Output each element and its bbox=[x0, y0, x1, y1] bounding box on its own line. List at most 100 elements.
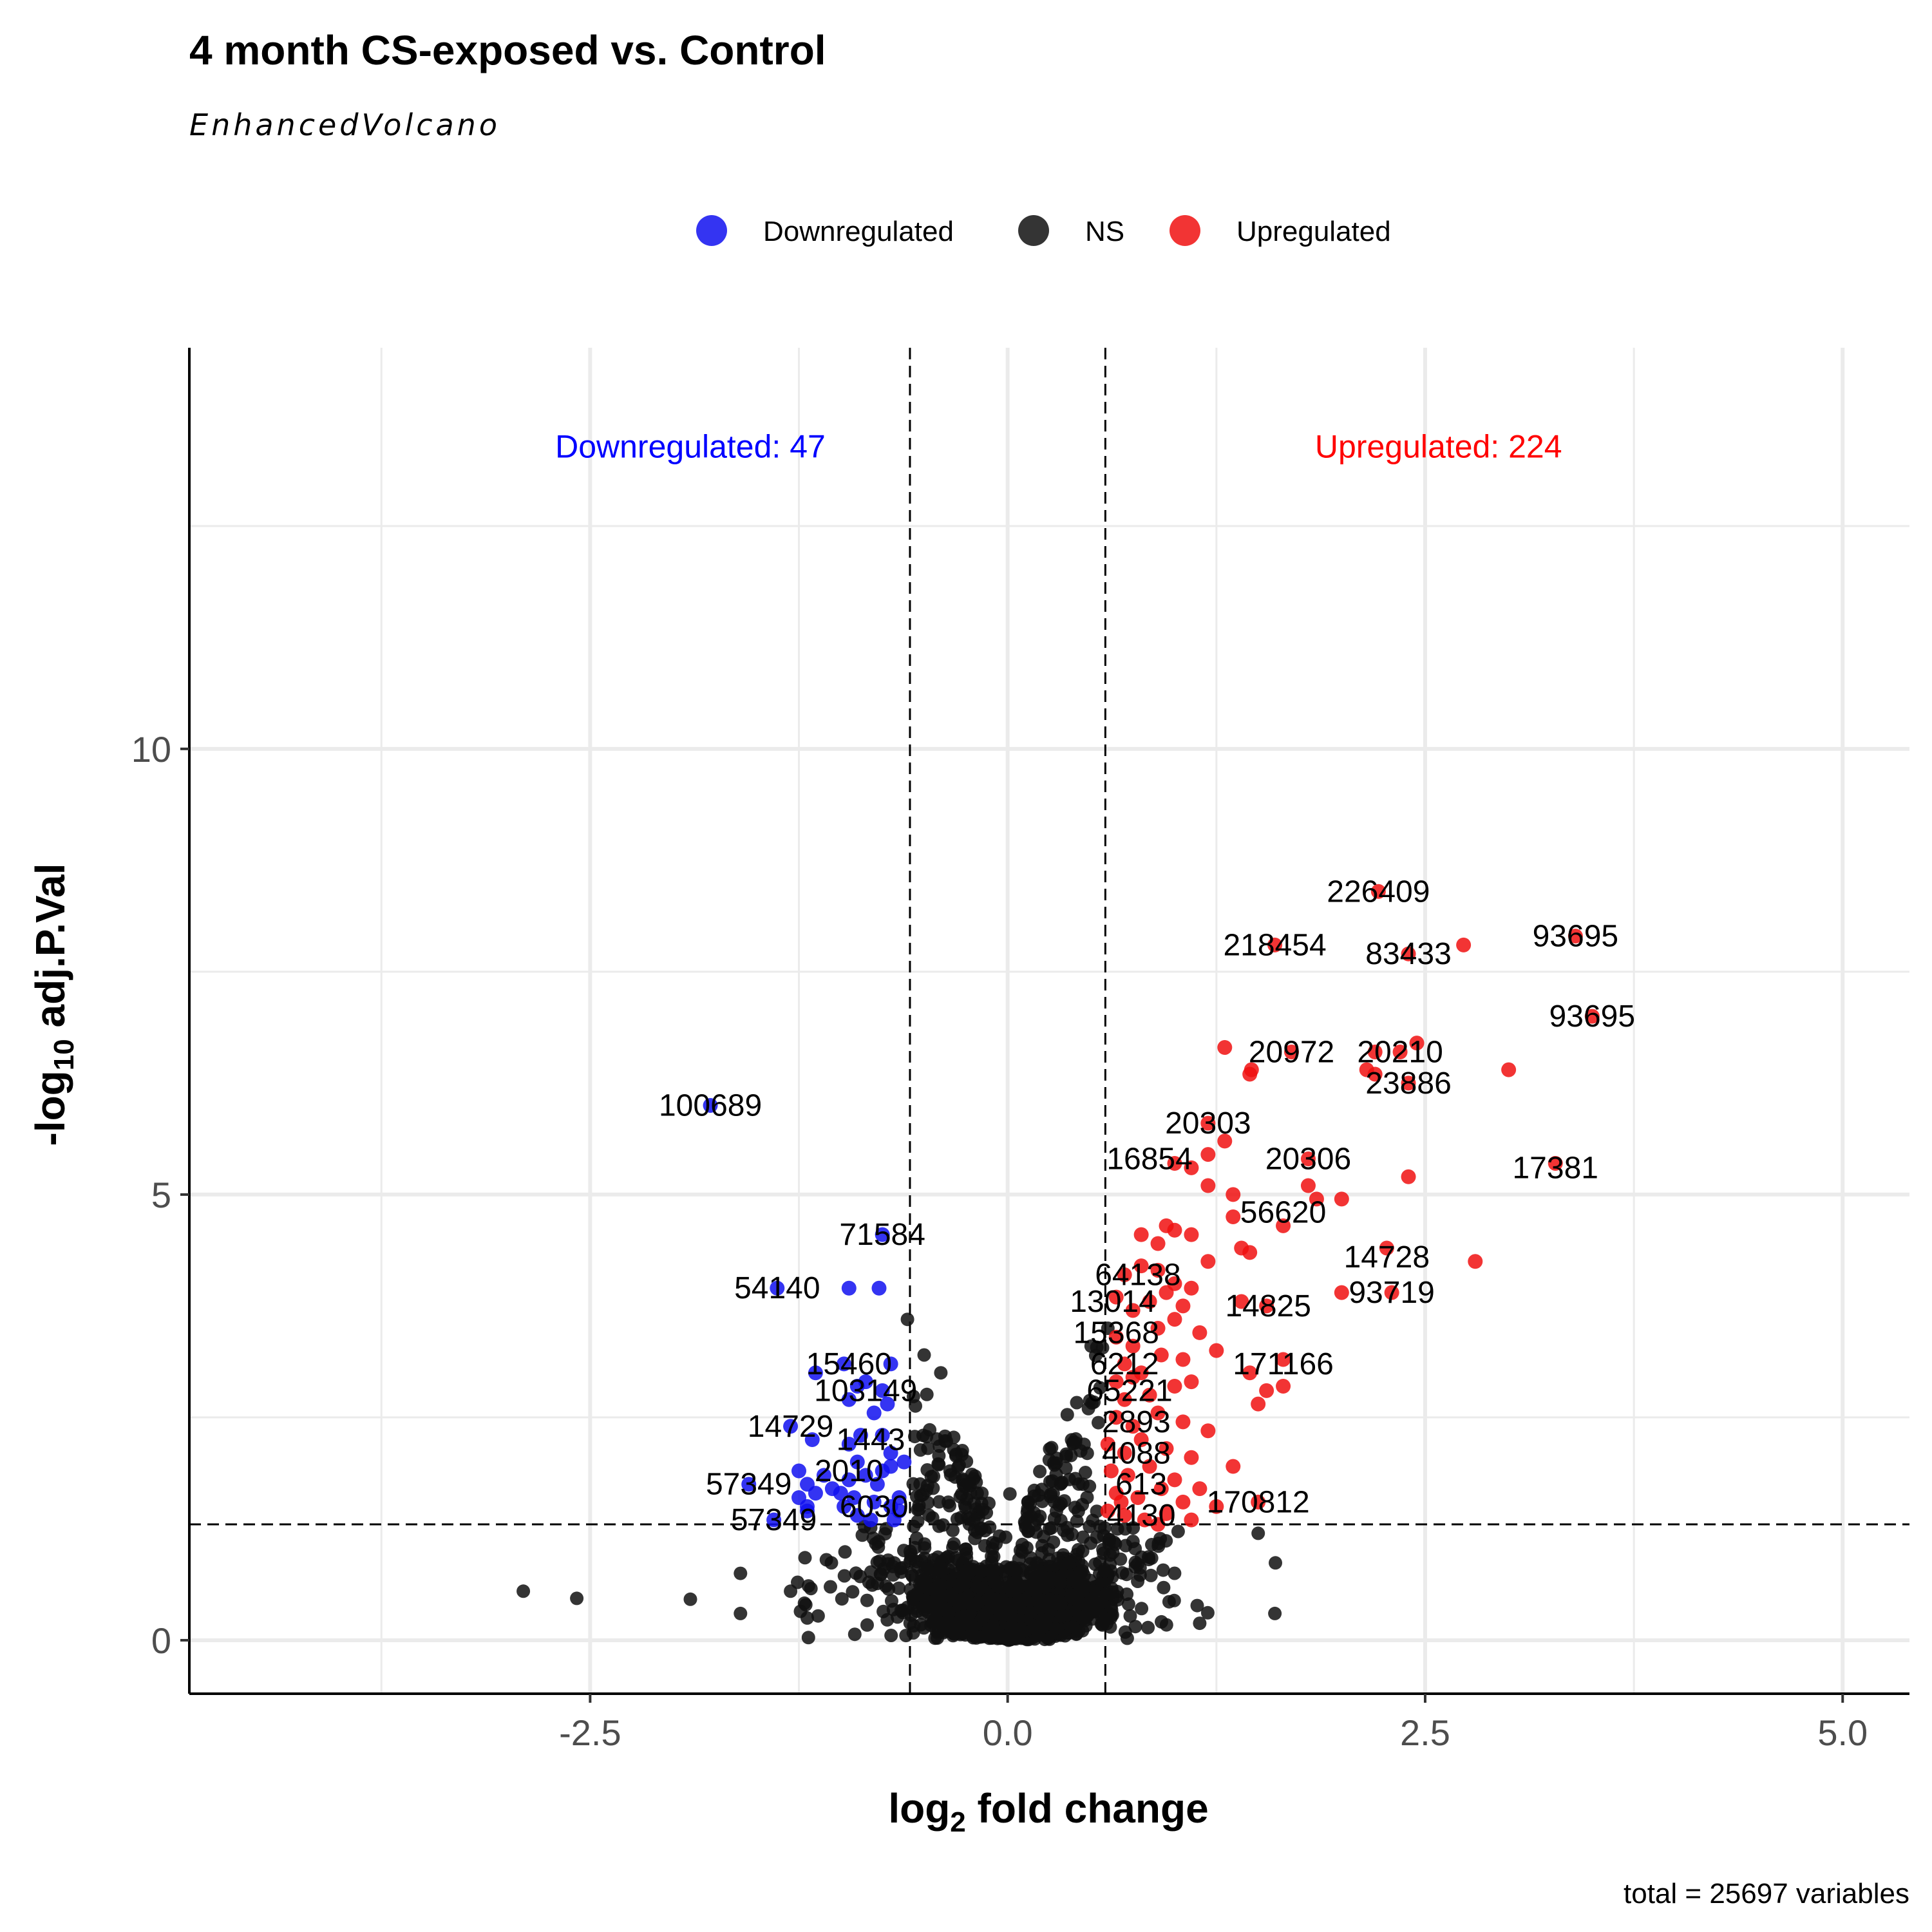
ns-point bbox=[881, 1553, 895, 1567]
down-point bbox=[783, 1419, 799, 1434]
down-point bbox=[853, 1428, 868, 1443]
ns-point bbox=[1104, 1611, 1118, 1625]
ns-point bbox=[1007, 1586, 1021, 1599]
ns-point bbox=[683, 1592, 697, 1606]
point-label: 20306 bbox=[1265, 1142, 1351, 1177]
down-point bbox=[741, 1477, 757, 1492]
ns-point bbox=[865, 1578, 879, 1592]
ns-point bbox=[1268, 1606, 1282, 1620]
up-point bbox=[1133, 1432, 1149, 1448]
up-point bbox=[1100, 1436, 1115, 1452]
down-point bbox=[869, 1477, 885, 1492]
up-point bbox=[1242, 1365, 1258, 1381]
point-label: 64138 bbox=[1095, 1258, 1180, 1292]
ns-point bbox=[1086, 1513, 1100, 1528]
down-point bbox=[886, 1512, 902, 1528]
up-point bbox=[1130, 1490, 1146, 1505]
ns-point bbox=[917, 1348, 931, 1362]
ns-point bbox=[864, 1565, 878, 1579]
ns-point bbox=[1019, 1520, 1033, 1535]
up-point bbox=[1379, 1240, 1394, 1256]
ns-point bbox=[1048, 1622, 1063, 1636]
point-label: 103149 bbox=[814, 1374, 917, 1408]
ns-point bbox=[1003, 1620, 1018, 1634]
up-point bbox=[1167, 1378, 1182, 1394]
ns-point bbox=[1042, 1453, 1056, 1467]
ns-point bbox=[1269, 1556, 1282, 1570]
up-point bbox=[1133, 1258, 1149, 1274]
ns-point bbox=[1251, 1526, 1265, 1540]
ns-point bbox=[1024, 1509, 1038, 1523]
x-tick-label: 2.5 bbox=[1400, 1712, 1450, 1753]
y-axis-ticks: 0 5 10 bbox=[131, 729, 189, 1661]
legend-label: Downregulated bbox=[763, 216, 954, 247]
point-label: 93695 bbox=[1549, 999, 1635, 1034]
point-label: 4088 bbox=[1102, 1436, 1171, 1470]
ns-point bbox=[924, 1618, 938, 1633]
up-point bbox=[1150, 1263, 1166, 1278]
ns-point bbox=[835, 1592, 849, 1606]
down-point bbox=[766, 1512, 782, 1528]
y-axis-title-sub: 10 bbox=[48, 1039, 80, 1070]
ns-point bbox=[960, 1591, 974, 1605]
ns-point bbox=[909, 1399, 922, 1413]
ns-point bbox=[799, 1598, 813, 1612]
ns-point bbox=[1096, 1542, 1110, 1557]
up-point bbox=[1244, 1062, 1259, 1077]
ns-point bbox=[1068, 1472, 1083, 1486]
ns-point bbox=[980, 1506, 994, 1520]
ns-point bbox=[1045, 1599, 1059, 1613]
down-point bbox=[883, 1445, 898, 1461]
count-annotation: Upregulated: 224 bbox=[1315, 428, 1562, 464]
y-tick-label: 10 bbox=[131, 729, 171, 770]
up-point bbox=[1276, 1218, 1291, 1233]
down-point bbox=[875, 1227, 890, 1242]
ns-point bbox=[943, 1464, 957, 1478]
x-axis-ticks: -2.5 0.0 2.5 5.0 bbox=[559, 1694, 1868, 1753]
up-point bbox=[1226, 1459, 1241, 1474]
ns-point bbox=[1115, 1566, 1130, 1580]
ns-point bbox=[904, 1548, 918, 1562]
up-point bbox=[1259, 1298, 1274, 1314]
point-label: 16854 bbox=[1106, 1142, 1192, 1177]
ns-point bbox=[1043, 1571, 1057, 1585]
ns-point bbox=[1076, 1530, 1090, 1544]
up-point bbox=[1159, 1506, 1174, 1521]
ns-point bbox=[800, 1611, 814, 1625]
up-point bbox=[1125, 1370, 1141, 1385]
up-point bbox=[1159, 1285, 1174, 1300]
up-point bbox=[1200, 1423, 1216, 1439]
point-label: 1443 bbox=[837, 1423, 905, 1457]
ns-point bbox=[1043, 1522, 1056, 1536]
point-label: 54140 bbox=[734, 1271, 820, 1305]
up-point bbox=[1226, 1187, 1241, 1202]
ns-point bbox=[837, 1569, 851, 1583]
up-point bbox=[1209, 1343, 1224, 1358]
up-point bbox=[1125, 1338, 1141, 1354]
up-point bbox=[1200, 1178, 1216, 1193]
ns-point bbox=[1013, 1543, 1027, 1557]
ns-point bbox=[1003, 1487, 1017, 1501]
ns-point bbox=[932, 1449, 946, 1463]
ns-point bbox=[1080, 1490, 1094, 1504]
ns-point bbox=[884, 1629, 898, 1642]
x-tick-label: 0.0 bbox=[983, 1712, 1033, 1753]
up-point bbox=[1392, 1044, 1408, 1059]
point-label: 17381 bbox=[1512, 1151, 1598, 1185]
up-point bbox=[1267, 937, 1283, 952]
up-point bbox=[1409, 1036, 1425, 1051]
ns-point bbox=[1033, 1464, 1047, 1479]
ns-point bbox=[1171, 1524, 1185, 1539]
ns-point bbox=[1055, 1609, 1069, 1623]
ns-point bbox=[1035, 1613, 1049, 1627]
ns-point bbox=[798, 1551, 812, 1565]
down-point bbox=[863, 1512, 878, 1528]
ns-point bbox=[784, 1584, 798, 1598]
up-point bbox=[1300, 1178, 1316, 1193]
ns-point bbox=[1073, 1566, 1087, 1579]
ns-point bbox=[1168, 1566, 1182, 1580]
ns-point bbox=[1016, 1624, 1030, 1638]
up-point bbox=[1184, 1227, 1199, 1242]
ns-point bbox=[1059, 1461, 1073, 1475]
down-point bbox=[841, 1280, 857, 1296]
